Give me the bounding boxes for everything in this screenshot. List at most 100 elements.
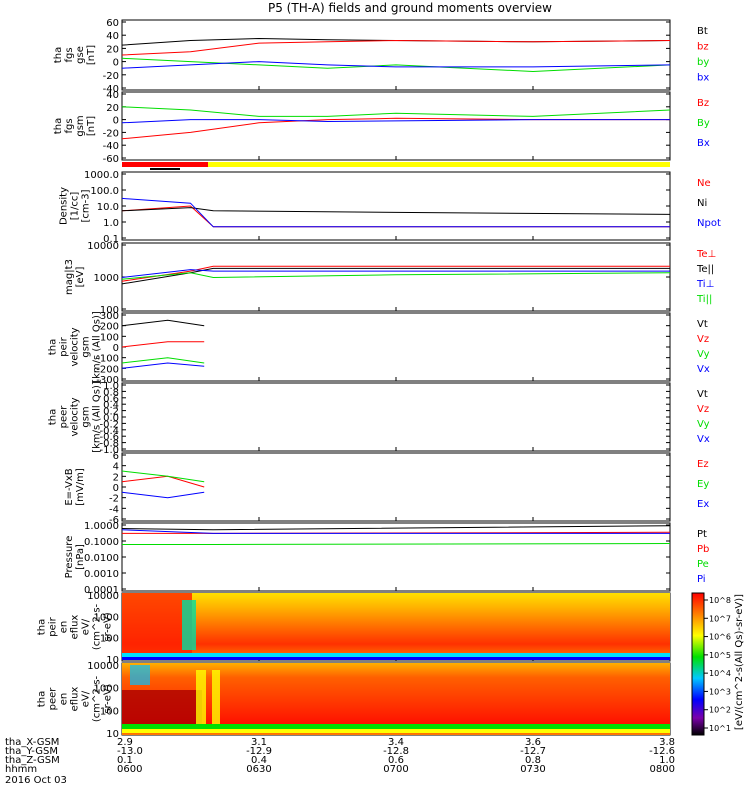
date-label: 2016 Oct 03 xyxy=(5,775,67,786)
y-tick-label: -6 xyxy=(109,515,119,526)
legend-entry: bz xyxy=(697,42,709,53)
x-axis-table: tha_X-GSMtha_Y-GSMtha_Z-GSMhhmm2.9-13.00… xyxy=(5,737,675,775)
legend-entry: Vt xyxy=(697,319,708,330)
series-line-By xyxy=(121,106,671,117)
panel-frame xyxy=(121,242,671,312)
y-tick-label: 10 xyxy=(106,655,119,666)
y-label-line: (cm^2-s- xyxy=(92,603,103,650)
panel-fgs-gsm: 40 20 0-20 -40 -60 tha fgs gsm [nT] Bz By Bx xyxy=(53,90,710,165)
y-tick-label: 0.6 xyxy=(103,394,119,405)
y-tick-label: -100 xyxy=(96,354,119,365)
x-axis-value: 2.9 xyxy=(117,737,133,748)
y-label-line: E=-VxB xyxy=(64,468,75,505)
y-tick-label: 1.0 xyxy=(103,218,119,229)
x-axis-value: 0800 xyxy=(650,764,675,775)
y-label-line: tha xyxy=(53,47,64,63)
y-tick-label: -0.2 xyxy=(99,419,119,430)
y-tick-label: 0.0100 xyxy=(84,553,119,564)
y-tick-label: 2 xyxy=(113,472,119,483)
y-tick-label: 100.0 xyxy=(90,186,119,197)
y-tick-label: 1.0000 xyxy=(84,521,119,532)
y-tick-label: 10.0 xyxy=(97,202,119,213)
colorbar-tick-label: 10^6 xyxy=(709,633,731,642)
y-tick-label: 0.1 xyxy=(103,234,119,245)
y-label-line: (cm^2-s- xyxy=(92,675,103,722)
x-axis-value: 0630 xyxy=(246,764,271,775)
y-label-line: [eV] xyxy=(75,267,86,288)
panel-fgs-btot: 60 40 20 0 -20 -40 tha fgs gse [nT] Bt bz by bx xyxy=(53,18,709,95)
legend-entry: Ex xyxy=(697,499,709,510)
y-label-line: fgs xyxy=(64,47,75,62)
x-axis-value: -12.7 xyxy=(520,746,546,757)
x-axis-value: 0730 xyxy=(520,764,545,775)
panel-frame xyxy=(121,382,671,452)
y-tick-label: 0 xyxy=(113,58,119,69)
legend-entry: Te⊥ xyxy=(696,249,716,260)
series-line-Ti⊥ xyxy=(121,269,670,278)
y-tick-label: 0 xyxy=(113,343,119,354)
legend-entry: Vx xyxy=(697,434,710,445)
y-label-line: Density xyxy=(59,187,70,225)
y-tick-label: 0.0010 xyxy=(84,569,119,580)
colorbar-tick-label: 10^8 xyxy=(709,596,731,605)
y-tick-label: -4 xyxy=(109,504,119,515)
y-axis-label: tha peir velocity gsm [km/s (All Qs)] xyxy=(48,311,103,383)
y-tick-label: -40 xyxy=(103,141,119,152)
x-axis-row-label: tha_Z-GSM xyxy=(5,755,60,766)
y-tick-label: -40 xyxy=(103,84,119,95)
y-tick-label: -0.4 xyxy=(99,426,119,437)
y-axis-label: tha fgs gse [nT] xyxy=(53,45,97,65)
y-label-line: [km/s (All Qs)] xyxy=(92,381,103,453)
legend-entry: Pb xyxy=(697,544,709,555)
y-label-line: tha xyxy=(48,409,59,425)
panel-pressure: 1.0000 0.1000 0.0100 0.0010 0.0001 Pressure [n… xyxy=(64,521,709,596)
y-tick-label: 60 xyxy=(106,18,119,29)
y-axis-label: E=-VxB [mV/m] xyxy=(64,468,86,506)
legend-entry: Pi xyxy=(697,574,706,585)
legend-entry: Pt xyxy=(697,529,707,540)
y-label-line: sr-eV) xyxy=(103,684,114,713)
legend-entry: bx xyxy=(697,73,709,84)
y-label-line: eV/ xyxy=(81,690,92,707)
panel-peir-eflux: 10000 1000 100 10 tha peir en eflux eV/(cm^2-s-s… xyxy=(37,591,671,666)
y-tick-label: 1.0 xyxy=(103,381,119,392)
legend-entry: Ti⊥ xyxy=(696,279,714,290)
series-line-bz xyxy=(121,39,671,56)
y-tick-label: -0.8 xyxy=(99,439,119,450)
y-axis-label: tha peer velocity gsm [km/s (All Qs)] xyxy=(48,381,103,453)
colorbar-tick-label: 10^3 xyxy=(709,687,731,696)
colorbar-tick-label: 10^5 xyxy=(709,651,731,660)
y-tick-label: 0.8 xyxy=(103,387,119,398)
y-label-line: eflux xyxy=(70,687,81,712)
series-line-Vz xyxy=(121,341,205,348)
x-axis-value: 0.4 xyxy=(251,755,267,766)
y-label-line: [nT] xyxy=(86,45,97,65)
series-line-Vx xyxy=(121,362,205,369)
x-axis-value: 0600 xyxy=(117,764,142,775)
x-axis-value: 0.6 xyxy=(388,755,404,766)
x-axis-row-label: tha_Y-GSM xyxy=(5,746,58,757)
panel-temperature: 10000 1000 100 mag|t3 [eV] Te⊥ Te|| Ti⊥ Ti|| xyxy=(64,241,716,316)
legend-entry: Ey xyxy=(697,479,709,490)
y-tick-label: -200 xyxy=(96,364,119,375)
y-label-line: peer xyxy=(48,687,59,711)
x-axis-value: 3.1 xyxy=(251,737,267,748)
legend-entry: by xyxy=(697,57,709,68)
panel-frame xyxy=(121,312,671,382)
y-tick-label: 10000 xyxy=(87,241,119,252)
legend-entry: Vt xyxy=(697,389,708,400)
y-tick-label: 100 xyxy=(100,634,119,645)
colorbar: 10^8 10^7 10^6 10^5 10^4 10^3 10^2 10^1 xyxy=(691,592,731,736)
y-axis-label: tha peer en eflux eV/(cm^2-s-sr-eV) xyxy=(37,675,114,722)
y-label-line: en xyxy=(59,693,70,706)
y-label-line: gsm xyxy=(81,406,92,427)
x-axis-value: -13.0 xyxy=(117,746,143,757)
y-axis-label: mag|t3 [eV] xyxy=(64,259,86,295)
y-label-line: en xyxy=(59,621,70,634)
series-line-Ez xyxy=(121,475,205,488)
y-tick-label: 6 xyxy=(113,451,119,462)
y-tick-label: 100 xyxy=(100,305,119,316)
x-axis-row-label: hhmm xyxy=(5,764,37,775)
